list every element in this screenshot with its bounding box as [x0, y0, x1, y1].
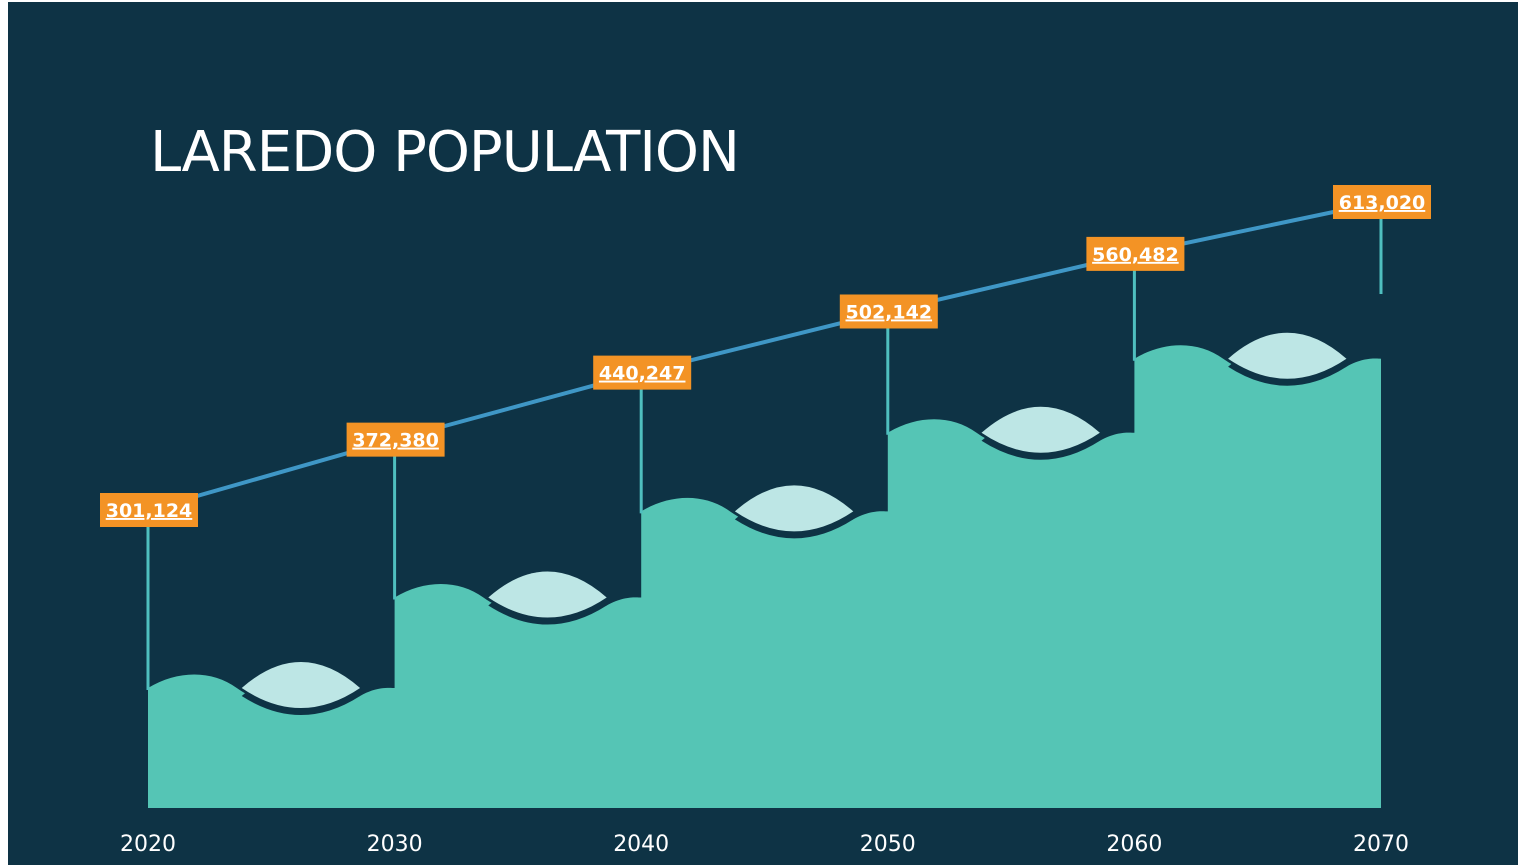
- x-tick-label: 2070: [1353, 832, 1409, 857]
- chart-title: LAREDO POPULATION: [150, 120, 740, 185]
- population-area: [148, 292, 1381, 808]
- x-tick-label: 2030: [367, 832, 423, 857]
- wave-leaf: [1228, 332, 1347, 379]
- x-tick-label: 2060: [1106, 832, 1162, 857]
- data-label-box: [1333, 185, 1431, 219]
- x-tick-label: 2050: [860, 832, 916, 857]
- data-label: 560,482: [1092, 244, 1179, 266]
- data-label-box: [1086, 236, 1185, 271]
- slide: LAREDO POPULATION 301,124 372,380 440,247 5…: [8, 2, 1518, 865]
- wave-leaf: [241, 662, 361, 708]
- data-label-box: [346, 422, 445, 457]
- data-label: 301,124: [106, 500, 193, 522]
- population-chart: 301,124 372,380 440,247 502,142 560,482 613,0…: [100, 185, 1431, 857]
- wave-leaf: [488, 571, 607, 618]
- data-label-box: [100, 493, 198, 527]
- x-tick-label: 2040: [613, 832, 669, 857]
- data-label: 502,142: [846, 301, 933, 323]
- data-label: 372,380: [352, 430, 439, 452]
- x-tick-label: 2020: [120, 832, 176, 857]
- data-label-box: [839, 294, 938, 329]
- wave-leaf: [734, 485, 854, 532]
- data-label-box: [593, 355, 692, 390]
- data-label: 613,020: [1339, 192, 1426, 214]
- wave-leaf: [981, 406, 1100, 453]
- data-label: 440,247: [599, 363, 686, 385]
